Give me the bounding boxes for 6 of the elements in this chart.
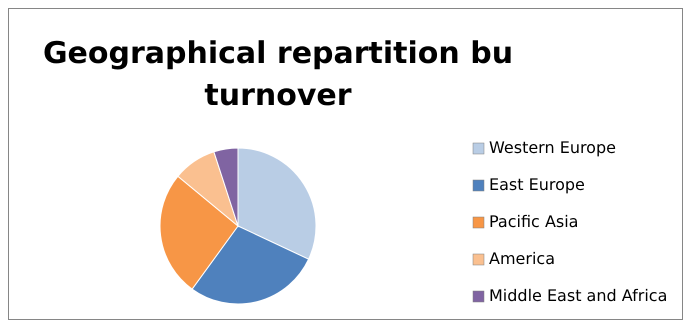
legend-label: East Europe: [489, 175, 585, 194]
legend-label: Middle East and Africa: [489, 286, 668, 305]
legend-label: Pacific Asia: [489, 212, 578, 231]
legend-label: America: [489, 249, 555, 268]
legend-label: Western Europe: [489, 138, 616, 157]
chart-title: Geographical repartition bu turnover: [42, 36, 514, 113]
